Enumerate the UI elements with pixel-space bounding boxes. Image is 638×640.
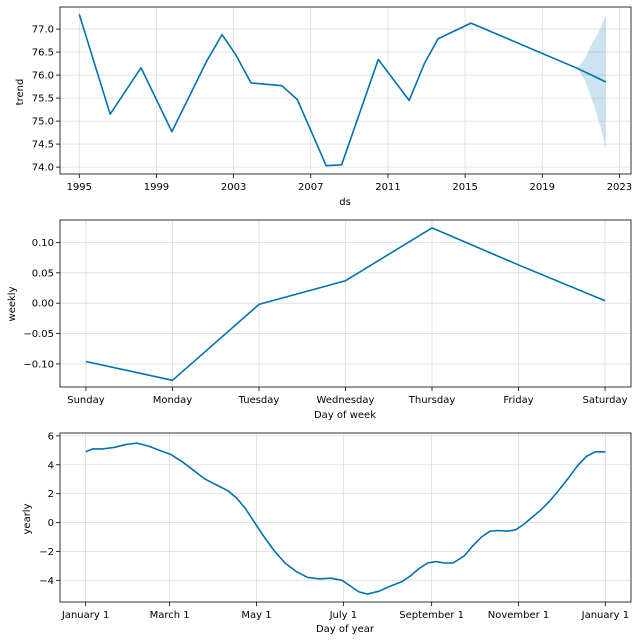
yearly-x-axis-label: Day of year: [316, 624, 375, 635]
weekly-x-tick-label: Wednesday: [317, 395, 375, 406]
trend-y-axis-label: trend: [15, 79, 26, 106]
yearly-x-tick-label: March 1: [150, 610, 190, 621]
weekly-x-axis-label: Day of week: [314, 410, 376, 421]
weekly-x-tick-label: Tuesday: [238, 395, 280, 406]
weekly-line: [85, 227, 606, 382]
weekly-y-tick-label: 0.10: [32, 238, 54, 249]
trend-y-tick-label: 74.0: [32, 163, 54, 174]
trend-x-tick-label: 2011: [375, 182, 400, 193]
trend-x-tick-label: 1995: [67, 182, 92, 193]
yearly-x-tick-label: November 1: [488, 610, 550, 621]
yearly-line: [85, 442, 606, 595]
weekly-y-tick-label: −0.05: [23, 329, 54, 340]
trend-x-tick-label: 2019: [530, 182, 555, 193]
yearly-x-tick-label: January 1: [581, 610, 629, 621]
yearly-y-tick-label: −4: [39, 576, 54, 587]
weekly-panel: Sunday Monday Tuesday Wednesday Thursday Frid…: [7, 219, 632, 421]
yearly-y-tick-label: 6: [48, 431, 54, 442]
yearly-x-tick-label: January 1: [61, 610, 109, 621]
yearly-plot-frame: [59, 432, 632, 603]
weekly-y-tick-label: −0.10: [23, 359, 54, 370]
yearly-y-tick-label: −2: [39, 547, 54, 558]
trend-x-axis-label: ds: [339, 197, 351, 208]
yearly-panel: January 1 March 1 May 1 July 1 September 1 No…: [22, 431, 632, 635]
weekly-x-tick-label: Sunday: [67, 395, 104, 406]
yearly-x-tick-label: September 1: [399, 610, 464, 621]
yearly-x-tick-label: July 1: [329, 610, 358, 621]
trend-plot-frame: [59, 6, 632, 175]
trend-y-tick-label: 75.5: [32, 94, 54, 105]
yearly-y-tick-label: 4: [48, 460, 54, 471]
weekly-y-axis-label: weekly: [7, 286, 18, 321]
yearly-y-axis-label: yearly: [22, 503, 33, 534]
yearly-y-tick-label: 2: [48, 489, 54, 500]
weekly-x-tick-label: Monday: [153, 395, 193, 406]
trend-y-tick-label: 76.5: [32, 48, 54, 59]
weekly-x-tick-label: Friday: [503, 395, 533, 406]
weekly-y-tick-label: 0.00: [32, 299, 54, 310]
yearly-y-tick-label: 0: [48, 518, 54, 529]
yearly-x-tick-label: May 1: [241, 610, 271, 621]
trend-line: [78, 14, 607, 167]
trend-y-tick-label: 76.0: [32, 71, 54, 82]
trend-y-tick-label: 75.0: [32, 117, 54, 128]
trend-x-tick-label: 2015: [452, 182, 477, 193]
trend-panel: 1995 1999 2003 2007 2011 2015 2019 2023 74.0 74.…: [15, 6, 632, 208]
trend-x-tick-label: 2023: [607, 182, 632, 193]
weekly-y-tick-label: 0.05: [32, 268, 54, 279]
trend-x-tick-label: 2003: [221, 182, 246, 193]
trend-uncertainty-band: [576, 14, 606, 149]
weekly-x-tick-label: Thursday: [408, 395, 456, 406]
trend-x-tick-label: 1999: [144, 182, 169, 193]
trend-x-tick-label: 2007: [298, 182, 323, 193]
weekly-x-tick-label: Saturday: [583, 395, 628, 406]
trend-y-tick-label: 77.0: [32, 25, 54, 36]
trend-y-tick-label: 74.5: [32, 140, 54, 151]
